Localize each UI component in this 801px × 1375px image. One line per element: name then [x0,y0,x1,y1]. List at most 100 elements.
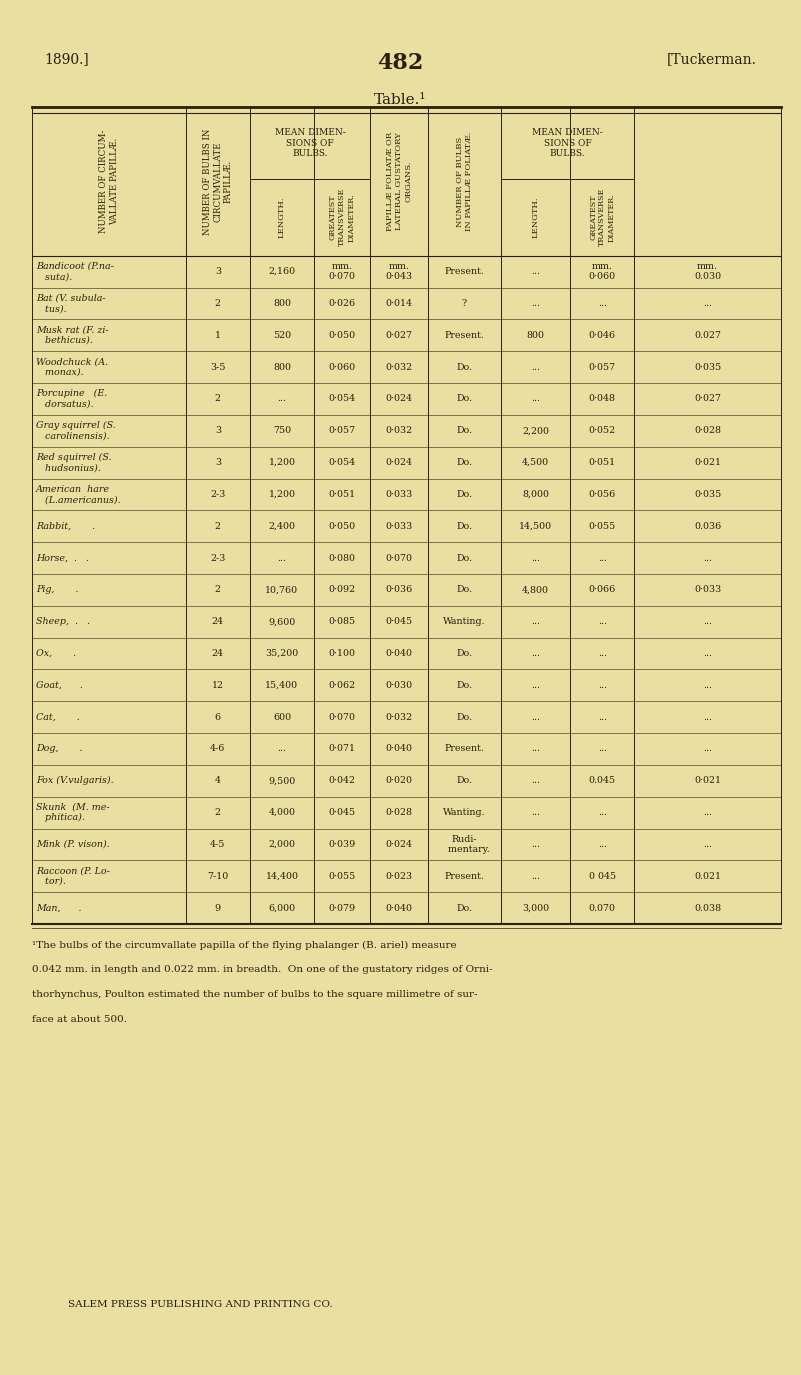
Text: Rabbit,       .: Rabbit, . [36,521,95,531]
Text: ...: ... [531,840,540,848]
Text: ...: ... [277,395,287,403]
Text: Do.: Do. [456,395,473,403]
Text: Do.: Do. [456,521,473,531]
Text: 6: 6 [215,712,221,722]
Text: 2,200: 2,200 [522,426,549,436]
Text: 4-6: 4-6 [210,744,226,754]
Text: 0·040: 0·040 [385,744,413,754]
Text: Raccoon (P. Lo-
   tor).: Raccoon (P. Lo- tor). [36,866,110,886]
Text: SALEM PRESS PUBLISHING AND PRINTING CO.: SALEM PRESS PUBLISHING AND PRINTING CO. [68,1299,332,1309]
Text: 0·026: 0·026 [328,298,356,308]
Text: ...: ... [531,267,540,276]
Text: Pig,       .: Pig, . [36,586,78,594]
Text: Present.: Present. [445,267,484,276]
Text: Do.: Do. [456,458,473,468]
Text: ...: ... [598,649,607,659]
Text: ...: ... [703,298,712,308]
Text: 0.045: 0.045 [589,777,616,785]
Text: ...: ... [598,617,607,626]
Text: Dog,       .: Dog, . [36,744,83,754]
Text: 600: 600 [273,712,291,722]
Text: 0·060: 0·060 [328,363,356,371]
Text: 15,400: 15,400 [265,681,299,690]
Text: 0·092: 0·092 [328,586,356,594]
Text: Mink (P. vison).: Mink (P. vison). [36,840,110,848]
Text: 3: 3 [215,426,221,436]
Text: 0·062: 0·062 [328,681,356,690]
Text: 750: 750 [273,426,291,436]
Text: Present.: Present. [445,872,484,881]
Text: Present.: Present. [445,331,484,340]
Text: Ox,       .: Ox, . [36,649,76,659]
Text: 0·021: 0·021 [694,777,721,785]
Text: Present.: Present. [445,744,484,754]
Text: Fox (V.vulgaris).: Fox (V.vulgaris). [36,777,114,785]
Text: 0·071: 0·071 [328,744,356,754]
Text: 0·033: 0·033 [385,490,413,499]
Text: 0·035: 0·035 [694,363,722,371]
Text: 0·050: 0·050 [328,331,356,340]
Text: Do.: Do. [456,712,473,722]
Text: ...: ... [598,840,607,848]
Text: ...: ... [531,617,540,626]
Text: mm.
0·070: mm. 0·070 [328,263,356,282]
Text: 0·028: 0·028 [385,808,413,817]
Text: 2: 2 [215,808,221,817]
Text: 0·032: 0·032 [385,426,413,436]
Text: 0·014: 0·014 [385,298,413,308]
Text: ...: ... [598,808,607,817]
Text: 800: 800 [273,363,291,371]
Text: 0·039: 0·039 [328,840,356,848]
Text: ...: ... [703,617,712,626]
Text: ...: ... [598,744,607,754]
Text: 0·033: 0·033 [385,521,413,531]
Text: 0·052: 0·052 [589,426,616,436]
Text: 0·027: 0·027 [385,331,413,340]
Text: Cat,       .: Cat, . [36,712,80,722]
Text: ...: ... [703,681,712,690]
Text: 9,600: 9,600 [268,617,296,626]
Text: ¹The bulbs of the circumvallate papilla of the flying phalanger (B. ariel) measu: ¹The bulbs of the circumvallate papilla … [32,941,457,950]
Text: ...: ... [531,649,540,659]
Text: ...: ... [531,872,540,881]
Text: ?: ? [461,298,467,308]
Text: 4,000: 4,000 [268,808,296,817]
Text: Wanting.: Wanting. [443,617,485,626]
Text: 0·051: 0·051 [328,490,356,499]
Text: Horse,  .   .: Horse, . . [36,554,89,562]
Text: 2: 2 [215,298,221,308]
Text: Do.: Do. [456,490,473,499]
Text: 0·021: 0·021 [694,458,721,468]
Text: 7-10: 7-10 [207,872,228,881]
Text: 520: 520 [273,331,291,340]
Text: Do.: Do. [456,586,473,594]
Text: 0·057: 0·057 [328,426,356,436]
Text: Do.: Do. [456,363,473,371]
Text: 24: 24 [212,617,223,626]
Text: Goat,      .: Goat, . [36,681,83,690]
Text: 2-3: 2-3 [210,490,226,499]
Text: 0·027: 0·027 [694,395,721,403]
Text: 482: 482 [377,52,424,74]
Text: 14,400: 14,400 [265,872,299,881]
Text: 0·056: 0·056 [589,490,616,499]
Text: ...: ... [598,298,607,308]
Text: 0.038: 0.038 [694,903,721,913]
Text: Table.¹: Table.¹ [374,94,427,107]
Text: ...: ... [703,554,712,562]
Text: ...: ... [277,744,287,754]
Text: 3: 3 [215,458,221,468]
Text: LENGTH.: LENGTH. [278,197,286,238]
Text: Do.: Do. [456,777,473,785]
Text: ...: ... [703,649,712,659]
Text: Sheep,  .   .: Sheep, . . [36,617,90,626]
Text: 3-5: 3-5 [210,363,226,371]
Text: Skunk  (M. me-
   phitica).: Skunk (M. me- phitica). [36,803,110,822]
Text: Musk rat (F. zi-
   bethicus).: Musk rat (F. zi- bethicus). [36,326,109,345]
Text: 2,400: 2,400 [268,521,296,531]
Text: 0·055: 0·055 [328,872,356,881]
Text: ...: ... [531,808,540,817]
Text: 0·066: 0·066 [589,586,616,594]
Text: 0·024: 0·024 [385,458,413,468]
Text: ...: ... [531,681,540,690]
